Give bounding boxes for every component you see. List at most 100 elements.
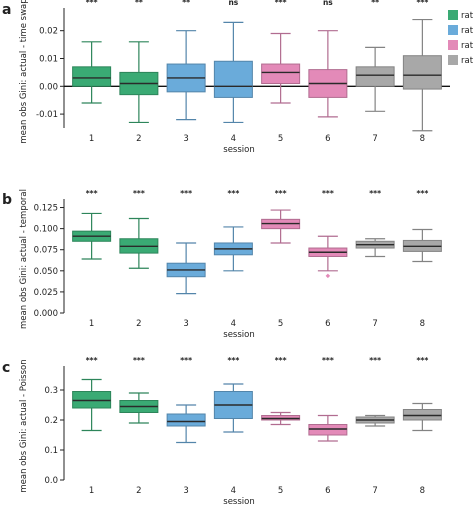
- y-axis-title: mean obs Gini: actual - Poisson: [19, 359, 29, 492]
- significance-label: ***: [369, 189, 381, 198]
- box-session-4: [213, 21, 253, 124]
- x-tick-label: 5: [278, 134, 283, 144]
- x-tick-label: 8: [420, 486, 425, 496]
- significance-label: ***: [133, 356, 145, 365]
- x-tick-label: 2: [136, 134, 141, 144]
- iqr-box: [72, 391, 112, 409]
- box-session-8: [402, 228, 442, 263]
- y-tick-label: 0.0: [44, 476, 58, 486]
- box-session-7: [355, 238, 395, 258]
- x-tick-label: 1: [89, 486, 94, 496]
- box-session-7: [355, 46, 395, 112]
- significance-label: ***: [180, 189, 192, 198]
- box-session-8: [402, 18, 442, 132]
- significance-label: ***: [322, 356, 334, 365]
- legend-swatch: [448, 25, 458, 35]
- significance-label: ***: [86, 0, 98, 7]
- x-tick-label: 3: [183, 486, 188, 496]
- x-tick-label: 1: [89, 134, 94, 144]
- box-session-3: [166, 404, 206, 444]
- significance-label: ***: [227, 356, 239, 365]
- legend-swatch: [448, 55, 458, 65]
- significance-label: ***: [416, 0, 428, 7]
- panel-c: c 0.0 0.1 0.2 0.3 mean obs Gini: actual - Poi…: [2, 356, 442, 507]
- box-session-6: [308, 235, 348, 279]
- x-axis-title: session: [223, 497, 254, 507]
- box-session-5: [261, 209, 301, 244]
- box-session-2: [119, 392, 159, 424]
- outlier-point: [325, 273, 331, 279]
- legend: rat 1 rat 2 rat 3 rat 4: [448, 10, 474, 66]
- x-tick-label: 7: [372, 319, 377, 329]
- y-tick-label: 0.3: [44, 386, 58, 396]
- significance-label: ***: [227, 189, 239, 198]
- panel-letter: b: [2, 192, 12, 208]
- x-tick-label: 4: [231, 134, 236, 144]
- iqr-box: [402, 409, 442, 421]
- y-tick-label: 0.2: [44, 416, 58, 426]
- box-session-8: [402, 402, 442, 432]
- x-tick-label: 3: [183, 134, 188, 144]
- x-tick-label: 8: [420, 134, 425, 144]
- y-tick-label: 0.1: [44, 446, 58, 456]
- legend-label: rat 4: [461, 56, 474, 66]
- legend-label: rat 1: [461, 11, 474, 21]
- x-tick-label: 6: [325, 134, 330, 144]
- significance-label: ***: [275, 356, 287, 365]
- significance-label: ***: [322, 189, 334, 198]
- box-session-7: [355, 414, 395, 427]
- box-session-5: [261, 411, 301, 426]
- x-axis-title: session: [223, 330, 254, 340]
- iqr-box: [72, 66, 112, 87]
- y-tick-label: 0.025: [34, 288, 58, 298]
- significance-label: ***: [86, 356, 98, 365]
- box-session-1: [72, 212, 112, 260]
- significance-label: ***: [369, 356, 381, 365]
- iqr-box: [402, 55, 442, 90]
- y-tick-label: -0.01: [36, 110, 58, 120]
- legend-label: rat 2: [461, 26, 474, 36]
- y-tick-label: 0.01: [39, 54, 58, 64]
- panel-a: a -0.01 0.00 0.01 0.02 mean obs Gini: actual …: [2, 0, 450, 155]
- box-session-2: [119, 41, 159, 124]
- significance-label: ***: [275, 189, 287, 198]
- x-tick-label: 2: [136, 319, 141, 329]
- y-tick-label: 0.000: [34, 309, 58, 319]
- legend-swatch: [448, 40, 458, 50]
- box-session-5: [261, 32, 301, 104]
- box-session-3: [166, 30, 206, 121]
- significance-label: ns: [228, 0, 238, 7]
- legend-label: rat 3: [461, 41, 474, 51]
- panel-letter: a: [2, 2, 11, 18]
- box-session-6: [308, 30, 348, 118]
- box-session-3: [166, 242, 206, 295]
- x-tick-label: 1: [89, 319, 94, 329]
- significance-label: ***: [133, 189, 145, 198]
- iqr-box: [166, 413, 206, 427]
- y-tick-label: 0.02: [39, 27, 58, 37]
- iqr-box: [213, 60, 253, 98]
- box-session-1: [72, 378, 112, 432]
- y-tick-label: 0.00: [39, 82, 58, 92]
- significance-label: **: [135, 0, 143, 7]
- significance-label: ***: [275, 0, 287, 7]
- x-tick-label: 5: [278, 486, 283, 496]
- significance-label: ***: [180, 356, 192, 365]
- y-axis-title: mean obs Gini: actual - time swap: [19, 0, 29, 144]
- significance-label: ***: [86, 189, 98, 198]
- y-axis-title: mean obs Gini: actual - temporal: [19, 189, 29, 329]
- iqr-box: [355, 66, 395, 87]
- x-tick-label: 7: [372, 486, 377, 496]
- box-session-2: [119, 217, 159, 269]
- significance-label: **: [182, 0, 190, 7]
- significance-label: **: [371, 0, 379, 7]
- iqr-box: [261, 415, 301, 421]
- iqr-box: [261, 63, 301, 85]
- significance-label: ***: [416, 189, 428, 198]
- y-tick-label: 0.125: [34, 204, 58, 214]
- legend-swatch: [448, 10, 458, 20]
- iqr-box: [308, 424, 348, 436]
- box-session-1: [72, 41, 112, 104]
